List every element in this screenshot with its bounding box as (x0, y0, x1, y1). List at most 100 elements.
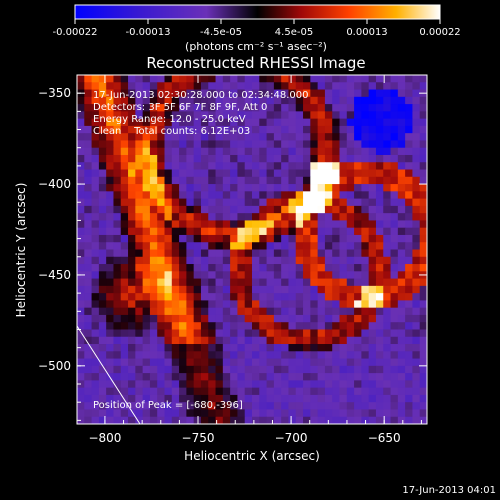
heatmap-cell (98, 191, 107, 199)
heatmap-cell (230, 162, 238, 170)
heatmap-cell (361, 169, 370, 178)
heatmap-cell (237, 373, 246, 381)
colorbar-ticks: -0.00022 -0.00013 -4.5e-05 4.5e-05 0.00013 0.… (53, 19, 461, 38)
heatmap-cell (273, 373, 282, 381)
heatmap-cell (91, 394, 100, 403)
heatmap-cell (295, 293, 304, 301)
heatmap-cell (208, 387, 216, 396)
heatmap-cell (295, 242, 304, 250)
heatmap-cell (77, 285, 85, 294)
heatmap-cell (252, 104, 260, 112)
heatmap-cell (106, 213, 114, 221)
heatmap-cell (383, 344, 391, 352)
heatmap-cell (230, 205, 238, 214)
heatmap-cell (375, 249, 384, 258)
heatmap-cell (135, 75, 144, 83)
heatmap-cell (288, 198, 297, 207)
heatmap-cell (128, 133, 136, 141)
heatmap-cell (390, 184, 399, 192)
heatmap-cell (412, 191, 421, 199)
heatmap-cell (288, 176, 297, 185)
heatmap-cell (288, 111, 297, 120)
heatmap-cell (98, 220, 107, 229)
heatmap-cell (419, 82, 427, 90)
heatmap-cell (310, 402, 319, 410)
heatmap-cell (237, 184, 246, 192)
heatmap-cell (135, 213, 144, 221)
heatmap-cell (179, 184, 187, 192)
heatmap-cell (98, 271, 107, 279)
heatmap-cell (208, 416, 216, 424)
heatmap-cell (222, 344, 231, 352)
heatmap-cell (208, 213, 216, 221)
heatmap-cell (303, 365, 311, 374)
heatmap-cell (113, 176, 122, 185)
heatmap-cell (179, 373, 187, 381)
heatmap-cell (419, 227, 427, 236)
heatmap-cell (179, 147, 187, 156)
x-tick-label: −800 (88, 431, 121, 445)
heatmap-cell (317, 234, 326, 243)
heatmap-cell (324, 191, 333, 199)
heatmap-cell (375, 104, 384, 112)
heatmap-cell (324, 227, 333, 236)
heatmap-cell (252, 365, 260, 374)
heatmap-cell (120, 307, 129, 316)
heatmap-cell (237, 147, 246, 156)
heatmap-cell (179, 162, 187, 170)
heatmap-cell (135, 147, 144, 156)
heatmap-cell (230, 322, 238, 330)
heatmap-cell (303, 293, 311, 301)
heatmap-cell (171, 96, 180, 105)
heatmap-cell (106, 293, 114, 301)
heatmap-cell (346, 133, 355, 141)
heatmap-cell (361, 96, 370, 105)
heatmap-cell (215, 322, 224, 330)
heatmap-cell (412, 307, 421, 316)
heatmap-cell (237, 271, 246, 279)
heatmap-cell (237, 176, 246, 185)
heatmap-cell (259, 213, 267, 221)
heatmap-cell (84, 75, 92, 83)
heatmap-cell (230, 416, 238, 424)
heatmap-cell (266, 380, 275, 389)
heatmap-cell (354, 416, 362, 424)
heatmap-cell (120, 351, 129, 359)
heatmap-cell (98, 358, 107, 367)
heatmap-cell (361, 133, 370, 141)
heatmap-cell (273, 409, 282, 418)
heatmap-cell (354, 140, 362, 149)
heatmap-cell (332, 351, 340, 359)
heatmap-cell (186, 358, 195, 367)
heatmap-cell (317, 191, 326, 199)
heatmap-cell (128, 82, 136, 90)
heatmap-cell (135, 176, 144, 185)
heatmap-cell (332, 278, 340, 287)
heatmap-cell (397, 322, 406, 330)
heatmap-cell (84, 278, 92, 287)
heatmap-cell (193, 394, 202, 403)
heatmap-cell (91, 140, 100, 149)
heatmap-cell (244, 329, 253, 338)
heatmap-cell (259, 154, 267, 163)
heatmap-cell (230, 140, 238, 149)
heatmap-cell (339, 220, 348, 229)
heatmap-cell (346, 249, 355, 258)
heatmap-cell (120, 358, 129, 367)
heatmap-cell (208, 111, 216, 120)
heatmap-cell (397, 380, 406, 389)
heatmap-cell (164, 264, 173, 272)
heatmap-cell (324, 307, 333, 316)
heatmap-cell (281, 285, 289, 294)
heatmap-cell (77, 242, 85, 250)
heatmap-cell (128, 256, 136, 265)
heatmap-cell (317, 256, 326, 265)
heatmap-cell (346, 220, 355, 229)
heatmap-cell (273, 125, 282, 134)
heatmap-cell (303, 147, 311, 156)
heatmap-cell (208, 249, 216, 258)
heatmap-cell (397, 242, 406, 250)
heatmap-cell (237, 118, 246, 127)
heatmap-cell (375, 293, 384, 301)
heatmap-cell (186, 351, 195, 359)
